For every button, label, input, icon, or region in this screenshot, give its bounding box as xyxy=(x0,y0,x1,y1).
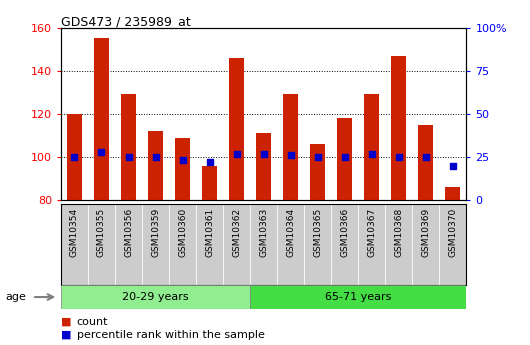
Bar xyxy=(385,204,412,285)
Bar xyxy=(283,95,298,200)
Text: GSM10356: GSM10356 xyxy=(124,208,133,257)
Text: GSM10361: GSM10361 xyxy=(205,208,214,257)
Bar xyxy=(61,285,250,309)
Bar xyxy=(445,187,461,200)
Point xyxy=(232,151,241,156)
Point xyxy=(286,152,295,158)
Text: GSM10366: GSM10366 xyxy=(340,208,349,257)
Bar xyxy=(331,204,358,285)
Text: ■: ■ xyxy=(61,317,72,326)
Bar xyxy=(121,95,136,200)
Bar xyxy=(175,138,190,200)
Bar xyxy=(439,204,466,285)
Text: GSM10369: GSM10369 xyxy=(421,208,430,257)
Text: GSM10368: GSM10368 xyxy=(394,208,403,257)
Text: GSM10363: GSM10363 xyxy=(259,208,268,257)
Bar xyxy=(142,204,169,285)
Bar xyxy=(256,133,271,200)
Bar xyxy=(229,58,244,200)
Text: GSM10364: GSM10364 xyxy=(286,208,295,257)
Bar xyxy=(277,204,304,285)
Text: count: count xyxy=(77,317,108,326)
Point xyxy=(98,149,106,155)
Text: GSM10365: GSM10365 xyxy=(313,208,322,257)
Bar xyxy=(148,131,163,200)
Point xyxy=(314,154,322,160)
Bar xyxy=(223,204,250,285)
Text: GSM10360: GSM10360 xyxy=(178,208,187,257)
Text: GSM10370: GSM10370 xyxy=(448,208,457,257)
Bar xyxy=(364,95,379,200)
Bar xyxy=(250,204,277,285)
Point xyxy=(367,151,376,156)
Bar xyxy=(310,144,325,200)
Bar xyxy=(250,285,466,309)
Text: GSM10359: GSM10359 xyxy=(151,208,160,257)
Bar xyxy=(88,204,115,285)
Bar xyxy=(418,125,434,200)
Bar xyxy=(67,114,82,200)
Bar xyxy=(94,38,109,200)
Bar xyxy=(115,204,142,285)
Text: GSM10355: GSM10355 xyxy=(97,208,106,257)
Point xyxy=(178,158,187,163)
Bar xyxy=(358,204,385,285)
Bar xyxy=(412,204,439,285)
Bar xyxy=(337,118,352,200)
Point xyxy=(340,154,349,160)
Text: GSM10362: GSM10362 xyxy=(232,208,241,257)
Text: age: age xyxy=(5,292,26,302)
Bar xyxy=(196,204,223,285)
Bar xyxy=(61,204,88,285)
Text: 20-29 years: 20-29 years xyxy=(122,292,189,302)
Point xyxy=(70,154,79,160)
Point xyxy=(152,154,160,160)
Bar xyxy=(391,56,407,200)
Text: ■: ■ xyxy=(61,330,72,339)
Point xyxy=(394,154,403,160)
Point xyxy=(422,154,430,160)
Point xyxy=(448,163,457,168)
Text: GSM10367: GSM10367 xyxy=(367,208,376,257)
Text: 65-71 years: 65-71 years xyxy=(325,292,392,302)
Bar xyxy=(202,166,217,200)
Text: GSM10354: GSM10354 xyxy=(70,208,79,257)
Point xyxy=(259,151,268,156)
Point xyxy=(124,154,132,160)
Text: GDS473 / 235989_at: GDS473 / 235989_at xyxy=(61,16,191,29)
Point xyxy=(205,159,214,165)
Bar xyxy=(304,204,331,285)
Bar xyxy=(169,204,196,285)
Text: percentile rank within the sample: percentile rank within the sample xyxy=(77,330,264,339)
